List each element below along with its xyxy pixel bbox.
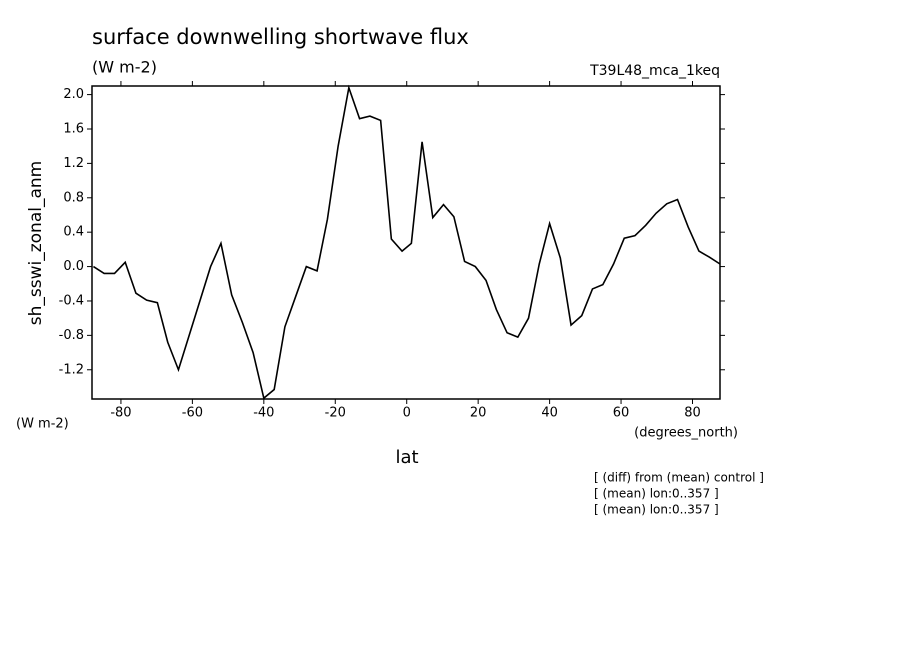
x-tick-label: 0	[403, 406, 411, 421]
x-tick-label: 60	[613, 406, 630, 421]
x-units: (degrees_north)	[634, 426, 738, 441]
x-tick-label: -20	[325, 406, 346, 421]
y-tick-label: 1.6	[63, 121, 84, 136]
y-tick-label: 2.0	[63, 87, 84, 102]
subtitle: (W m-2)	[92, 58, 157, 77]
note: [ (mean) lon:0..357 ]	[594, 487, 719, 501]
y-tick-label: 0.4	[63, 225, 84, 240]
x-tick-label: 20	[470, 406, 487, 421]
y-tick-label: 0.8	[63, 190, 84, 205]
run-label: T39L48_mca_1keq	[589, 63, 720, 79]
y-tick-label: -0.4	[59, 293, 84, 308]
note: [ (diff) from (mean) control ]	[594, 471, 764, 485]
chart-title: surface downwelling shortwave flux	[92, 25, 469, 49]
x-tick-label: -80	[110, 406, 131, 421]
y-axis-label: sh_sswi_zonal_anm	[26, 161, 46, 325]
y-units: (W m-2)	[16, 417, 69, 432]
y-tick-label: 0.0	[63, 259, 84, 274]
data-line	[92, 84, 721, 400]
y-tick-label: 1.2	[63, 156, 84, 171]
x-axis-label: lat	[395, 447, 418, 468]
x-tick-label: 80	[684, 406, 701, 421]
y-tick-label: -0.8	[59, 328, 84, 343]
plot-frame	[91, 85, 721, 400]
note: [ (mean) lon:0..357 ]	[594, 503, 719, 517]
x-tick-label: -40	[253, 406, 274, 421]
x-tick-label: -60	[182, 406, 203, 421]
y-tick-label: -1.2	[59, 362, 84, 377]
x-tick-label: 40	[541, 406, 558, 421]
